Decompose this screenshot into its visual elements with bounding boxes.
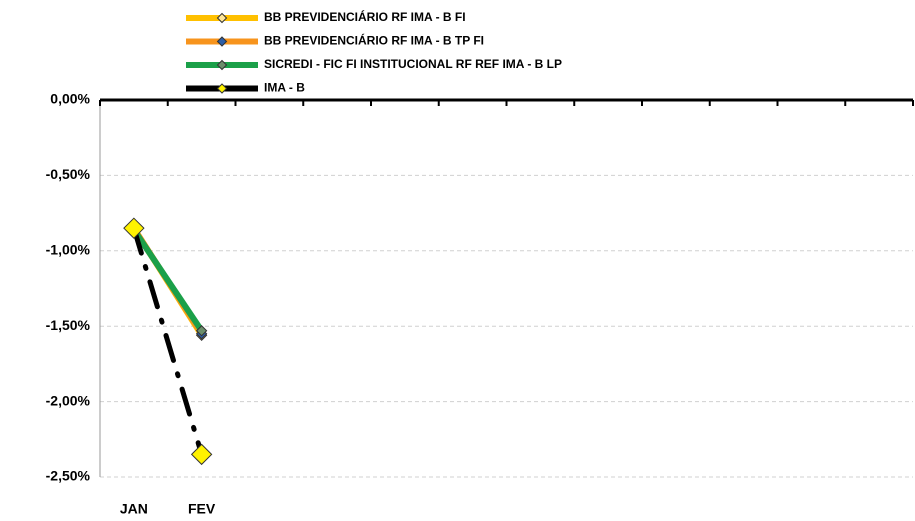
- legend-marker: [216, 83, 228, 94]
- legend-marker: [216, 12, 228, 24]
- legend-marker: [216, 36, 228, 47]
- point-marker: [195, 325, 208, 337]
- y-tick-label: -1,50%: [46, 317, 91, 333]
- legend-label: BB PREVIDENCIÁRIO RF IMA - B FI: [264, 9, 466, 24]
- x-tick-label: FEV: [188, 501, 216, 517]
- y-tick-label: -2,00%: [46, 392, 91, 408]
- y-tick-label: -0,50%: [46, 166, 91, 182]
- point-marker: [190, 443, 213, 466]
- legend-label: IMA - B: [264, 81, 305, 95]
- x-tick-label: JAN: [120, 501, 148, 517]
- y-tick-label: 0,00%: [50, 91, 90, 107]
- legend-label: BB PREVIDENCIÁRIO RF IMA - B TP FI: [264, 33, 484, 48]
- legend-label: SICREDI - FIC FI INSTITUCIONAL RF REF IM…: [264, 57, 562, 71]
- legend-marker: [216, 59, 228, 71]
- series-line: [131, 228, 205, 333]
- y-tick-label: -1,00%: [46, 242, 91, 258]
- series-line: [131, 225, 205, 457]
- y-tick-label: -2,50%: [46, 468, 91, 484]
- point-marker: [123, 217, 145, 239]
